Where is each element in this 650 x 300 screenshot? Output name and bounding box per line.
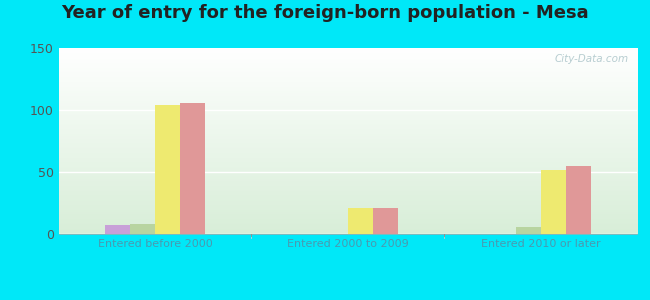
Bar (566, 166, 591, 234)
Bar (515, 226, 541, 234)
Bar (105, 225, 130, 234)
Bar (348, 208, 373, 234)
Bar (155, 105, 180, 234)
Bar (130, 224, 155, 234)
Bar (180, 103, 205, 234)
Bar (541, 169, 566, 234)
Text: Year of entry for the foreign-born population - Mesa: Year of entry for the foreign-born popul… (61, 4, 589, 22)
Bar (373, 208, 398, 234)
Text: City-Data.com: City-Data.com (554, 54, 629, 64)
